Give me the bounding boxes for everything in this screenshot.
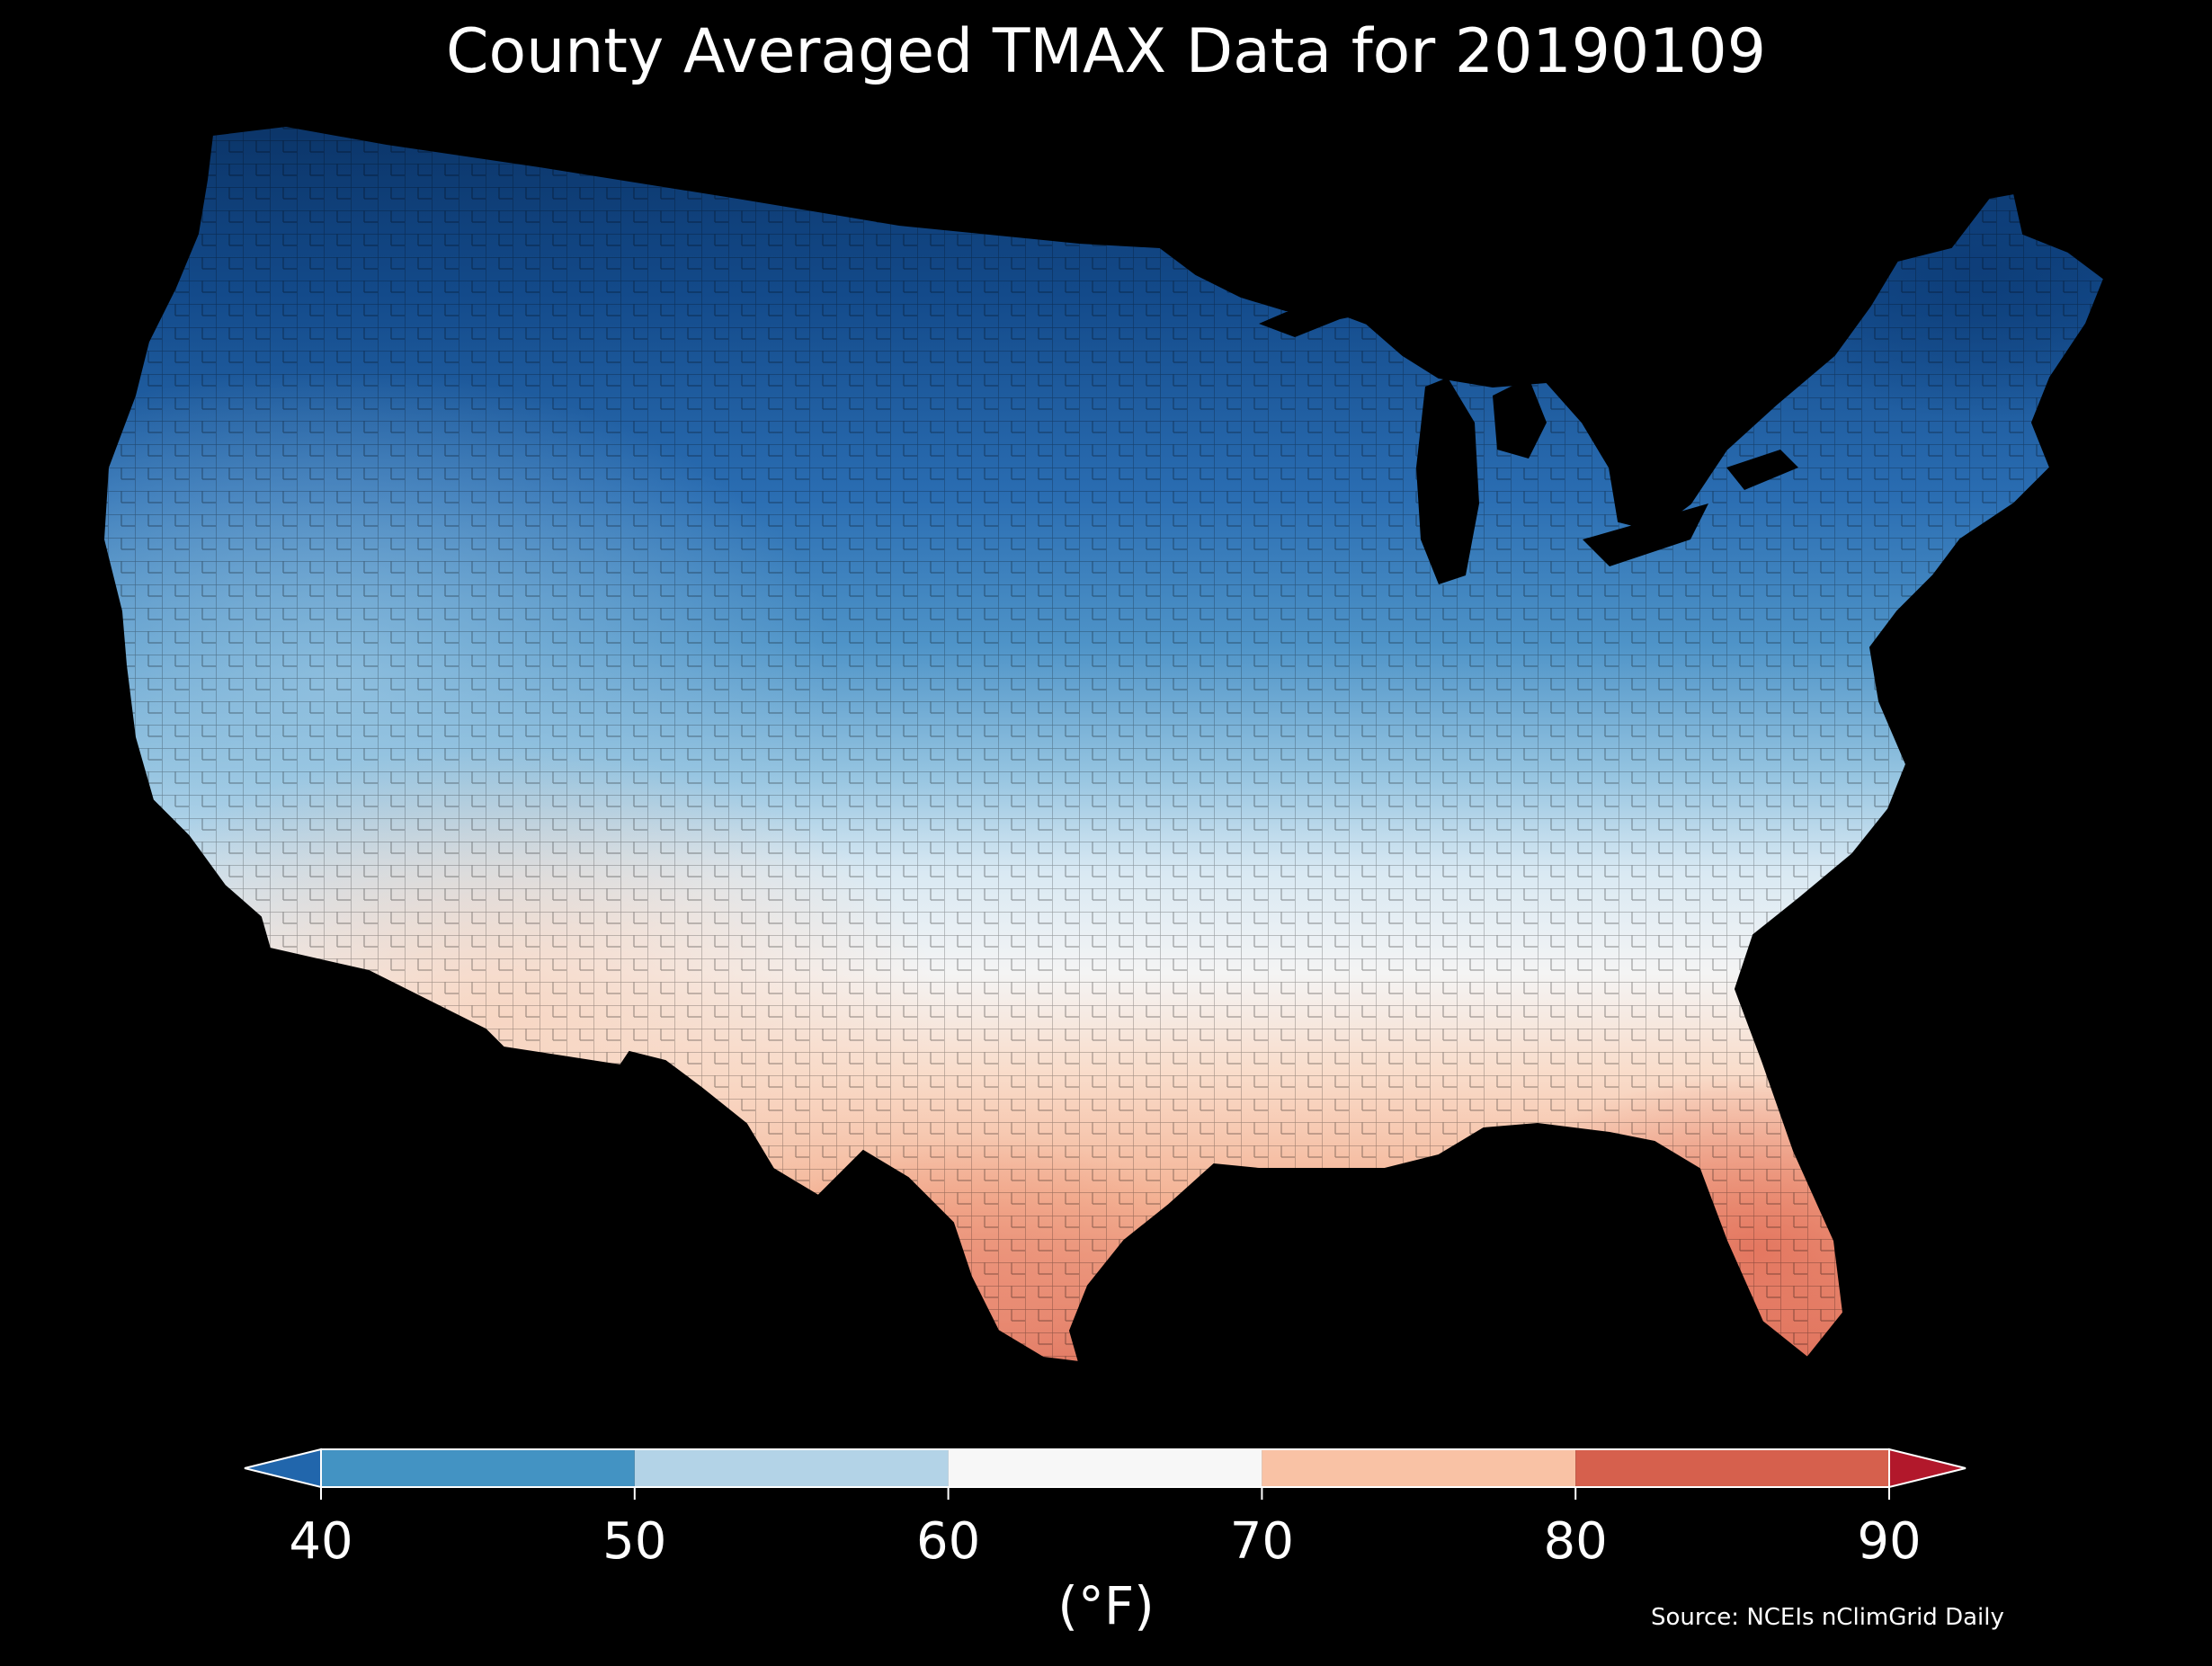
great-lakes [1259, 288, 1798, 584]
colorbar-over-arrow [1888, 1448, 1967, 1489]
colorbar-tick-label: 50 [602, 1512, 667, 1571]
colorbar-bin-2 [948, 1449, 1262, 1487]
colorbar-unit-label: (°F) [1057, 1575, 1155, 1636]
colorbar-tick-label: 60 [915, 1512, 981, 1571]
source-credit: Source: NCEIs nClimGrid Daily [1651, 1604, 2004, 1631]
colorbar-tick-label: 70 [1229, 1512, 1295, 1571]
map-title: County Averaged TMAX Data for 20190109 [446, 16, 1766, 87]
colorbar-bin-3 [1262, 1449, 1576, 1487]
colorbar-tick-label: 80 [1543, 1512, 1608, 1571]
colorbar-under-arrow [244, 1448, 322, 1489]
colorbar-tick-label: 40 [289, 1512, 353, 1571]
colorbar-bin-0 [321, 1449, 635, 1487]
colorbar-bin-4 [1575, 1449, 1889, 1487]
colorbar-bin-1 [634, 1449, 949, 1487]
colorbar-frame [320, 1448, 1890, 1488]
colorbar-tick-label: 90 [1857, 1512, 1922, 1571]
choropleth-map [103, 125, 2105, 1363]
